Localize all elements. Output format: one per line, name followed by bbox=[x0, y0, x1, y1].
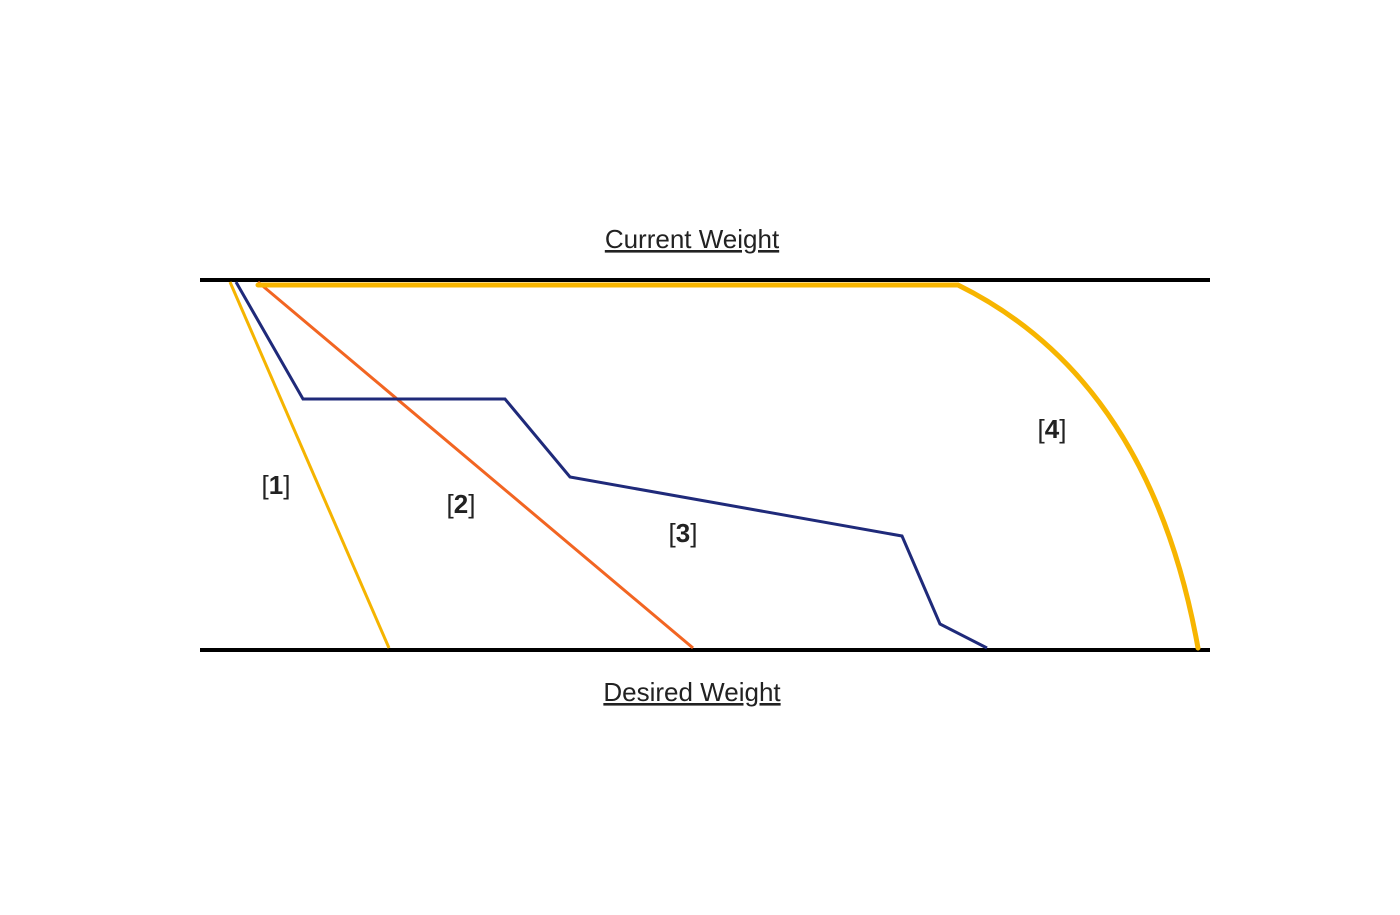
path-2-label: [2] bbox=[447, 489, 476, 519]
path-2-line bbox=[257, 280, 694, 650]
current-weight-label: Current Weight bbox=[605, 224, 780, 254]
path-1-line bbox=[228, 281, 391, 649]
path-3-line bbox=[234, 281, 988, 650]
path-4-label: [4] bbox=[1038, 414, 1067, 444]
path-1-label: [1] bbox=[262, 470, 291, 500]
desired-weight-label: Desired Weight bbox=[603, 677, 781, 707]
path-4-line bbox=[255, 282, 1201, 651]
path-3-label: [3] bbox=[669, 518, 698, 548]
